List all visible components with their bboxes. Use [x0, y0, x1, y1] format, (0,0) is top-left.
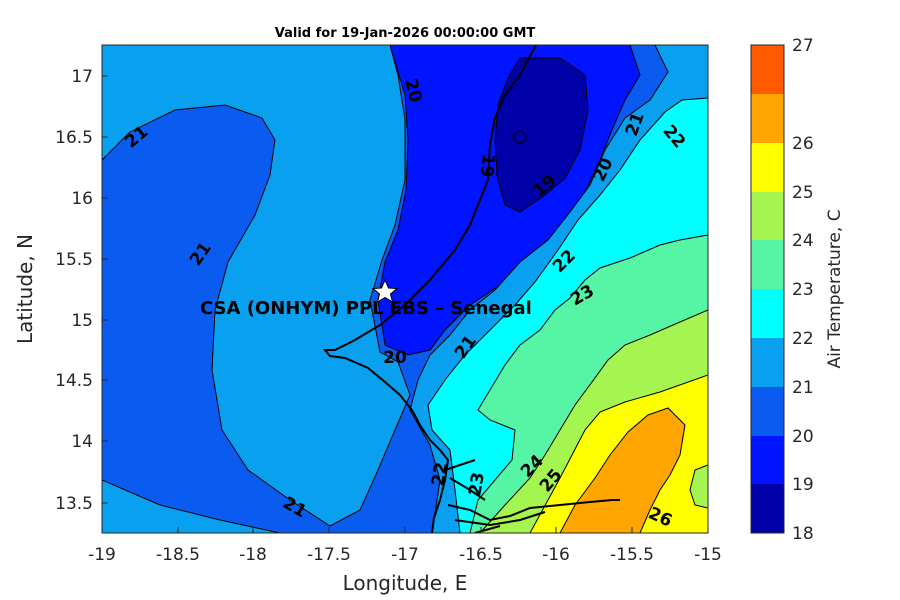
colorbar-swatch	[751, 289, 784, 338]
colorbar-swatch	[751, 143, 784, 192]
colorbar-swatch	[751, 338, 784, 387]
colorbar-swatch	[751, 192, 784, 240]
x-tick-label: -18.5	[156, 545, 200, 565]
y-tick-label: 17	[71, 67, 93, 87]
minimum-marker	[513, 130, 527, 144]
colorbar-tick-label: 21	[792, 378, 814, 398]
y-axis-label: Latitude, N	[13, 234, 37, 344]
y-tick-label: 14	[71, 432, 93, 452]
colorbar-tick-label: 23	[792, 280, 814, 300]
contour-label: 22	[428, 461, 452, 488]
colorbar-swatch	[751, 436, 784, 484]
colorbar-tick-label: 26	[792, 134, 814, 154]
colorbar-swatch	[751, 94, 784, 143]
colorbar-swatch	[751, 45, 784, 94]
y-tick-label: 16.5	[55, 128, 93, 148]
band-21-22-west	[102, 45, 411, 527]
contour-label: 19	[476, 153, 498, 178]
colorbar-tick-label: 22	[792, 329, 814, 349]
x-tick-label: -17.5	[307, 545, 351, 565]
y-tick-label: 15.5	[55, 250, 93, 270]
contour-label: 23	[465, 471, 489, 498]
colorbar-swatch	[751, 387, 784, 436]
x-tick-label: -16.5	[459, 545, 503, 565]
band-24-25-pocket	[689, 464, 708, 509]
colorbar-tick-label: 27	[792, 36, 814, 56]
colorbar-tick-label: 20	[792, 427, 814, 447]
colorbar-swatch	[751, 240, 784, 289]
colorbar: 18 19 20 21 22 23 24 25 26 27 Air Temper…	[750, 36, 845, 544]
x-axis: -19 -18.5 -18 -17.5 -17 -16.5 -16 -15.5 …	[88, 527, 722, 595]
site-label: CSA (ONHYM) PPL EBS – Senegal	[200, 298, 532, 319]
figure-title: Valid for 19-Jan-2026 00:00:00 GMT	[275, 26, 536, 41]
y-tick-label: 13.5	[55, 494, 93, 514]
x-tick-label: -17	[391, 545, 419, 565]
x-tick-label: -16	[542, 545, 570, 565]
y-tick-label: 16	[71, 189, 93, 209]
colorbar-swatch	[751, 484, 784, 533]
x-tick-label: -19	[88, 545, 116, 565]
y-tick-label: 15	[71, 311, 93, 331]
star-icon	[371, 278, 399, 304]
temperature-field	[102, 45, 708, 533]
x-tick-label: -15.5	[610, 545, 654, 565]
y-tick-label: 14.5	[55, 371, 93, 391]
colorbar-tick-label: 18	[792, 524, 814, 544]
colorbar-tick-label: 24	[792, 231, 814, 251]
contour-label: 20	[383, 348, 407, 368]
colorbar-tick-label: 19	[792, 475, 814, 495]
river-estuary	[444, 459, 620, 533]
x-tick-label: -18	[239, 545, 267, 565]
x-axis-label: Longitude, E	[343, 571, 468, 595]
x-tick-label: -15	[694, 545, 722, 565]
band-21-22-south	[102, 479, 281, 533]
colorbar-tick-label: 25	[792, 183, 814, 203]
colorbar-label: Air Temperature, C	[825, 209, 845, 368]
coastline	[322, 45, 537, 533]
y-axis: 13.5 14 14.5 15 15.5 16 16.5 17 Latitude…	[13, 67, 108, 514]
